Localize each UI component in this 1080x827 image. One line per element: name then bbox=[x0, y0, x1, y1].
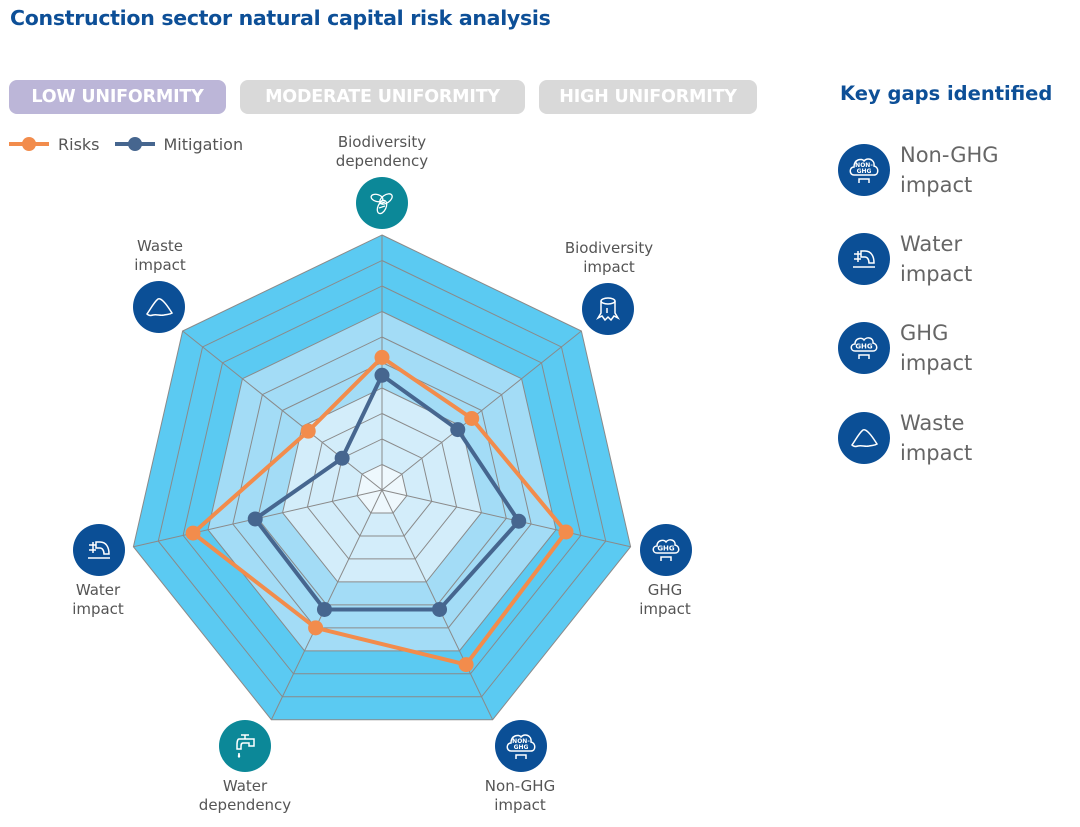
filter-low-uniformity[interactable]: LOW UNIFORMITY bbox=[9, 80, 226, 114]
gap-label: Non-GHG impact bbox=[900, 140, 999, 200]
axis-label-line: Biodiversity bbox=[337, 133, 427, 151]
discharge-pipe-icon bbox=[73, 524, 125, 576]
filter-high-uniformity[interactable]: HIGH UNIFORMITY bbox=[539, 80, 757, 114]
gap-label-line: GHG bbox=[900, 321, 949, 345]
axis-label-line: impact bbox=[134, 256, 186, 274]
data-point-risks bbox=[458, 657, 474, 673]
gap-label-line: Non-GHG bbox=[900, 143, 999, 167]
waste-pile-icon bbox=[838, 412, 890, 464]
radar-spoke bbox=[182, 330, 383, 491]
axis-label-ghg-impact: GHG impact bbox=[625, 581, 705, 619]
data-point-mitigation bbox=[511, 513, 527, 529]
axis-label-line: Non-GHG bbox=[484, 777, 556, 795]
axis-label-biodiversity-impact: Biodiversity impact bbox=[550, 239, 668, 277]
svg-text:NON-: NON- bbox=[512, 738, 530, 745]
series-line-risks bbox=[191, 355, 568, 667]
svg-text:GHG: GHG bbox=[857, 168, 872, 175]
axis-label-line: dependency bbox=[198, 796, 292, 814]
gap-item-non-ghg-impact: NON- GHG Non-GHG impact bbox=[838, 140, 999, 200]
axis-label-line: Waste bbox=[137, 237, 183, 255]
mitigation-swatch-icon bbox=[114, 137, 155, 151]
axis-label-line: impact bbox=[583, 258, 635, 276]
axis-label-line: Biodiversity bbox=[564, 239, 654, 257]
waste-pile-icon bbox=[133, 281, 185, 333]
gap-label-line: impact bbox=[900, 351, 973, 375]
tree-stump-icon bbox=[582, 283, 634, 335]
data-point-mitigation bbox=[450, 422, 466, 438]
gap-label-line: impact bbox=[900, 441, 973, 465]
series-line-mitigation bbox=[253, 373, 521, 612]
data-point-mitigation bbox=[374, 367, 390, 383]
gap-item-waste-impact: Waste impact bbox=[838, 408, 972, 468]
axis-label-biodiversity-dependency: Biodiversity dependency bbox=[322, 133, 442, 171]
data-point-mitigation bbox=[432, 601, 448, 617]
gap-label: GHG impact bbox=[900, 318, 972, 378]
legend-label-mitigation: Mitigation bbox=[163, 134, 244, 154]
svg-text:GHG: GHG bbox=[514, 744, 529, 751]
filter-label: MODERATE UNIFORMITY bbox=[265, 87, 500, 107]
gap-item-ghg-impact: GHG GHG impact bbox=[838, 318, 972, 378]
svg-text:GHG: GHG bbox=[657, 545, 675, 553]
axis-label-line: dependency bbox=[335, 152, 429, 170]
gap-label-line: Waste bbox=[900, 411, 965, 435]
data-point-risks bbox=[374, 349, 390, 365]
axis-label-water-dependency: Water dependency bbox=[185, 777, 305, 815]
ghg-cloud-icon: GHG bbox=[640, 524, 692, 576]
axis-label-line: Water bbox=[222, 777, 268, 795]
non-ghg-cloud-icon: NON- GHG bbox=[838, 144, 890, 196]
non-ghg-cloud-icon: NON- GHG bbox=[495, 720, 547, 772]
data-point-mitigation bbox=[334, 450, 350, 466]
radar-spoke bbox=[381, 330, 582, 491]
gap-item-water-impact: Water impact bbox=[838, 229, 972, 289]
axis-label-line: GHG bbox=[647, 581, 683, 599]
axis-label-line: impact bbox=[72, 600, 124, 618]
gap-label-line: impact bbox=[900, 173, 973, 197]
axis-label-waste-impact: Waste impact bbox=[110, 237, 210, 275]
filter-label: HIGH UNIFORMITY bbox=[559, 87, 737, 107]
data-point-mitigation bbox=[316, 601, 332, 617]
radar-spoke bbox=[381, 489, 631, 548]
gap-label-line: Water bbox=[900, 232, 963, 256]
data-point-mitigation bbox=[247, 511, 263, 527]
radar-chart bbox=[132, 234, 632, 721]
filter-moderate-uniformity[interactable]: MODERATE UNIFORMITY bbox=[240, 80, 525, 114]
discharge-pipe-icon bbox=[838, 233, 890, 285]
axis-label-line: Water bbox=[75, 581, 121, 599]
legend-item-mitigation[interactable]: Mitigation bbox=[114, 134, 244, 154]
chart-legend: Risks Mitigation bbox=[8, 134, 257, 154]
axis-label-water-impact: Water impact bbox=[58, 581, 138, 619]
data-point-risks bbox=[558, 524, 574, 540]
water-tap-icon bbox=[219, 720, 271, 772]
axis-label-line: impact bbox=[639, 600, 691, 618]
axis-label-non-ghg-impact: Non-GHG impact bbox=[460, 777, 580, 815]
data-point-risks bbox=[464, 410, 480, 426]
data-point-risks bbox=[308, 620, 324, 636]
gap-label: Water impact bbox=[900, 229, 972, 289]
data-point-risks bbox=[300, 423, 316, 439]
gap-label: Waste impact bbox=[900, 408, 972, 468]
svg-text:NON-: NON- bbox=[855, 162, 873, 169]
legend-label-risks: Risks bbox=[58, 134, 100, 154]
key-gaps-title: Key gaps identified bbox=[840, 82, 1053, 105]
bee-icon bbox=[356, 177, 408, 229]
risks-swatch-icon bbox=[9, 137, 49, 151]
page-title: Construction sector natural capital risk… bbox=[10, 6, 551, 30]
axis-label-line: impact bbox=[494, 796, 546, 814]
gap-label-line: impact bbox=[900, 262, 973, 286]
data-point-risks bbox=[185, 525, 201, 541]
filter-label: LOW UNIFORMITY bbox=[31, 87, 204, 107]
legend-item-risks[interactable]: Risks bbox=[8, 134, 100, 154]
svg-text:GHG: GHG bbox=[855, 343, 873, 351]
ghg-cloud-icon: GHG bbox=[838, 322, 890, 374]
